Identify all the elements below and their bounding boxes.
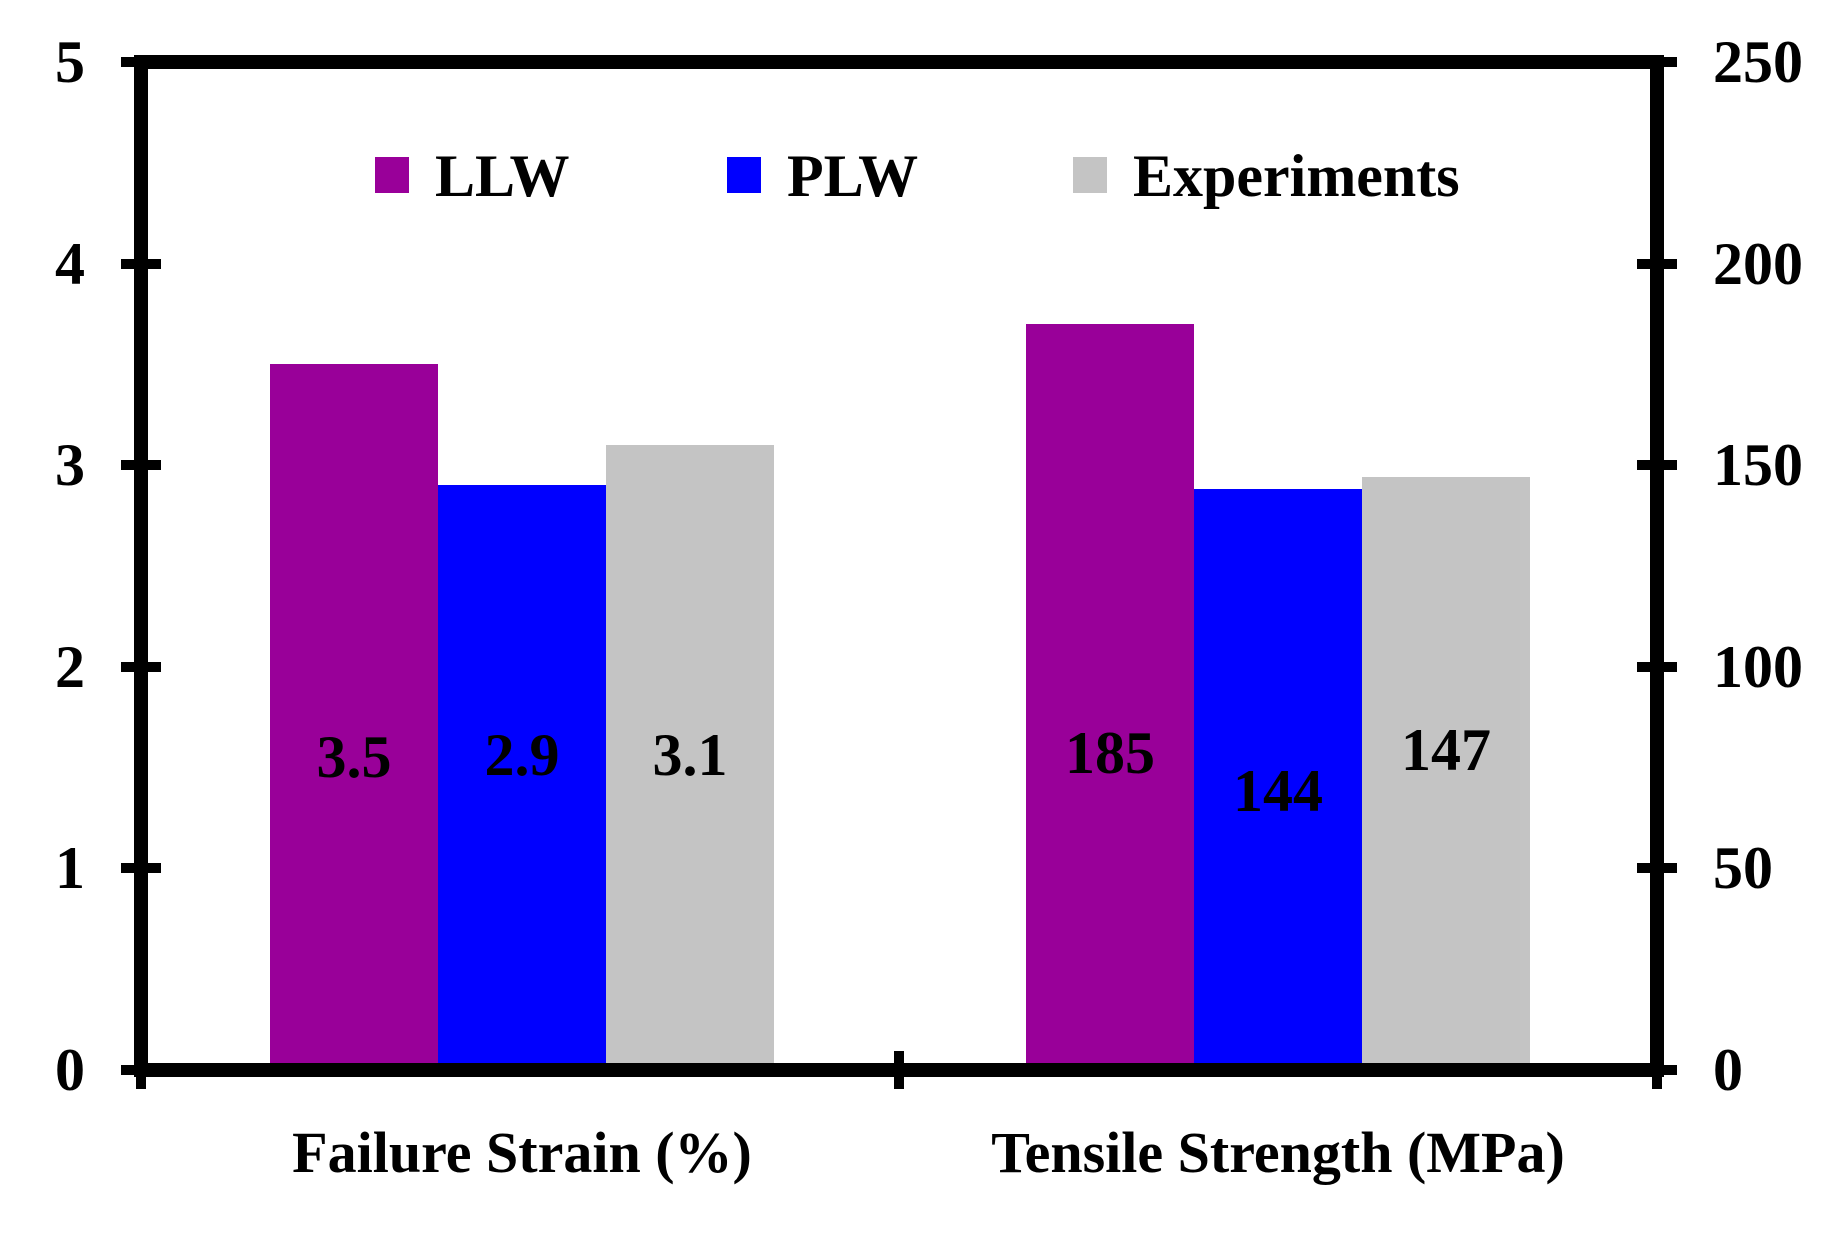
legend-label-plw: PLW bbox=[787, 143, 919, 209]
right-axis-tick-label: 200 bbox=[1713, 230, 1803, 297]
legend-label-experiments: Experiments bbox=[1133, 143, 1460, 209]
legend-swatch-plw bbox=[727, 157, 761, 193]
x-axis-group-label: Failure Strain (%) bbox=[292, 1120, 752, 1185]
bar-value-label: 185 bbox=[1065, 720, 1155, 786]
bar-llw-group1 bbox=[270, 364, 438, 1063]
left-axis-tick-label: 5 bbox=[55, 29, 85, 95]
left-axis-tick-label: 3 bbox=[55, 432, 85, 499]
legend-swatch-llw bbox=[375, 157, 409, 193]
left-axis-tick bbox=[121, 661, 161, 672]
left-axis-tick bbox=[121, 863, 161, 874]
right-axis-tick bbox=[1637, 57, 1677, 67]
plot-frame bbox=[134, 55, 1664, 1077]
legend-label-llw: LLW bbox=[435, 143, 570, 209]
bar-value-label: 3.5 bbox=[316, 724, 392, 790]
left-axis-tick-label: 4 bbox=[55, 230, 85, 297]
left-axis-tick bbox=[121, 258, 161, 269]
bar-value-label: 144 bbox=[1233, 758, 1323, 824]
x-axis-tick bbox=[894, 1051, 904, 1089]
left-axis-tick-label: 2 bbox=[55, 633, 85, 700]
bar-plw-group2 bbox=[1194, 489, 1362, 1063]
right-axis-tick-label: 50 bbox=[1713, 835, 1773, 902]
right-axis-tick bbox=[1637, 863, 1677, 874]
right-axis-tick bbox=[1637, 460, 1677, 471]
left-axis-tick bbox=[121, 57, 161, 67]
bar-plw-group1 bbox=[438, 485, 606, 1063]
x-axis-tick bbox=[136, 1051, 146, 1089]
right-axis-tick-label: 0 bbox=[1713, 1037, 1743, 1103]
bar-llw-group2 bbox=[1026, 324, 1194, 1063]
bar-value-label: 147 bbox=[1401, 717, 1491, 783]
right-axis-tick bbox=[1637, 258, 1677, 269]
bar-experiments-group1 bbox=[606, 445, 774, 1063]
left-axis-tick bbox=[121, 460, 161, 471]
legend-swatch-experiments bbox=[1073, 157, 1107, 193]
bar-experiments-group2 bbox=[1362, 477, 1530, 1063]
bar-value-label: 3.1 bbox=[652, 722, 728, 788]
right-axis-tick bbox=[1637, 661, 1677, 672]
right-axis-tick-label: 250 bbox=[1713, 29, 1803, 95]
right-axis-tick-label: 100 bbox=[1713, 633, 1803, 700]
x-axis-tick bbox=[1652, 1051, 1662, 1089]
x-axis-group-label: Tensile Strength (MPa) bbox=[991, 1120, 1565, 1185]
left-axis-tick-label: 0 bbox=[55, 1037, 85, 1103]
right-axis-tick-label: 150 bbox=[1713, 432, 1803, 499]
bar-value-label: 2.9 bbox=[484, 722, 560, 788]
left-axis-tick-label: 1 bbox=[55, 835, 85, 902]
